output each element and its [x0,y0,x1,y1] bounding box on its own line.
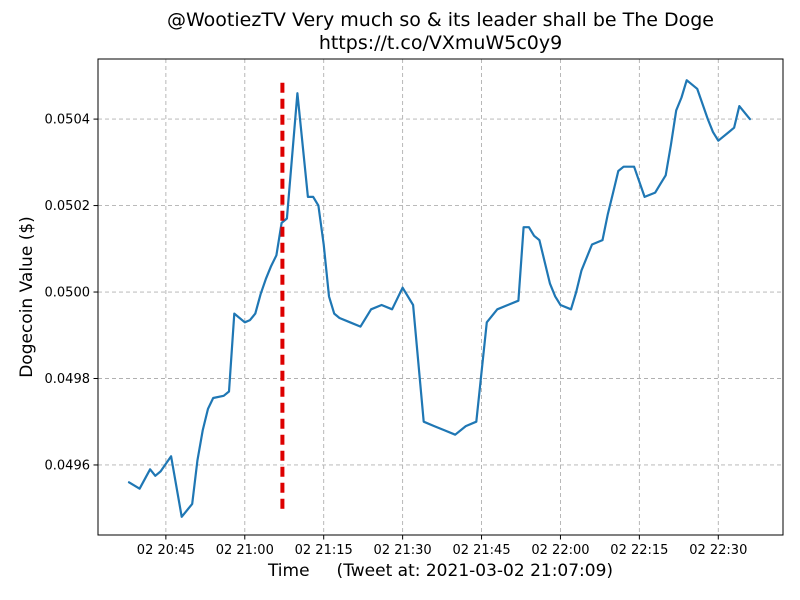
x-tick-label: 02 22:30 [689,543,747,558]
y-tick-labels: 0.0496 0.0498 0.0500 0.0502 0.0504 [45,113,91,474]
x-tick-label: 02 21:15 [295,543,353,558]
x-axis-label: Time (Tweet at: 2021-03-02 21:07:09) [267,561,614,581]
x-tick-label: 02 21:45 [452,543,510,558]
axes-spines [97,58,784,536]
y-tick-label: 0.0496 [45,458,91,473]
x-tick-labels: 02 20:45 02 21:00 02 21:15 02 21:30 02 21:45… [137,543,748,558]
x-tick-label: 02 20:45 [137,543,195,558]
chart-title-line2: https://t.co/VXmuW5c0y9 [318,32,563,54]
axis-ticks [93,118,719,540]
y-tick-label: 0.0498 [45,372,91,387]
chart-title: @WootiezTV Very much so & its leader sha… [98,9,783,55]
x-tick-label: 02 22:15 [610,543,668,558]
y-tick-label: 0.0504 [45,113,91,128]
y-tick-label: 0.0500 [45,286,91,301]
price-line-series [127,79,752,518]
y-tick-label: 0.0502 [45,199,91,214]
grid-lines [98,59,783,535]
x-tick-label: 02 21:00 [216,543,274,558]
x-tick-label: 02 21:30 [374,543,432,558]
chart-title-line1: @WootiezTV Very much so & its leader sha… [167,9,714,31]
x-tick-label: 02 22:00 [531,543,589,558]
